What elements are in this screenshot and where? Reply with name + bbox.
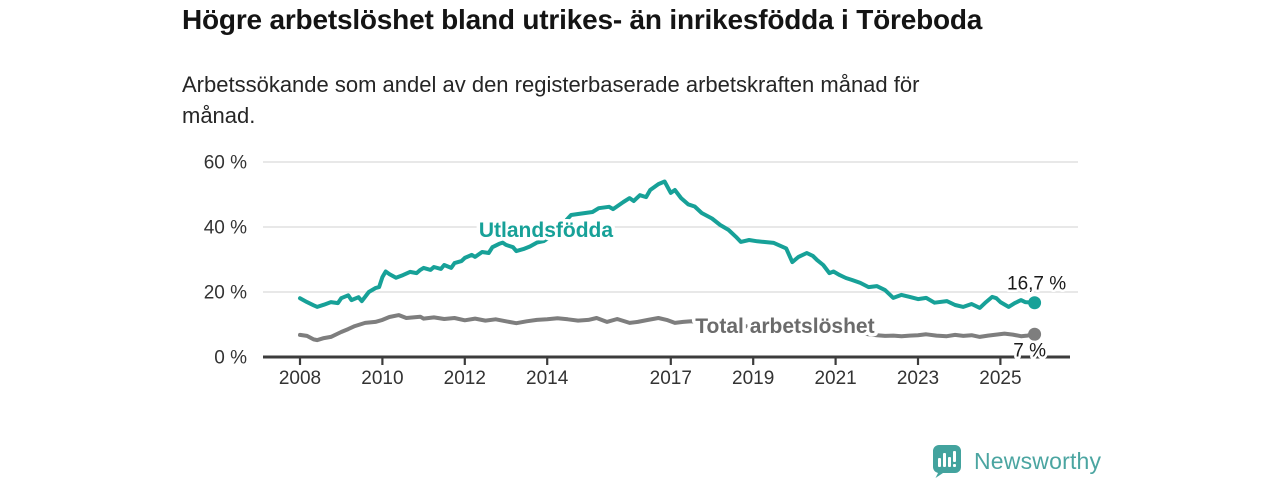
bar-chart-speech-bubble-icon xyxy=(933,445,961,478)
y-axis-tick-label: 20 % xyxy=(204,283,247,304)
y-axis-tick-label: 60 % xyxy=(204,153,247,174)
x-axis-tick-label: 2019 xyxy=(732,368,774,389)
x-axis-tick-label: 2012 xyxy=(444,368,486,389)
brand-logo-text: Newsworthy xyxy=(974,448,1102,474)
x-axis-tick-label: 2023 xyxy=(897,368,939,389)
series-end-dot xyxy=(1028,296,1042,310)
x-axis-tick-label: 2025 xyxy=(979,368,1021,389)
series-end-value-label: 7 % xyxy=(1013,340,1046,361)
page-title: Högre arbetslöshet bland utrikes- än inr… xyxy=(182,4,983,35)
x-axis-tick-label: 2010 xyxy=(361,368,403,389)
series-inline-label: Total arbetslöshet xyxy=(695,315,874,338)
x-axis-tick-label: 2021 xyxy=(814,368,856,389)
y-axis-tick-label: 0 % xyxy=(214,348,247,369)
series-end-dot xyxy=(1028,327,1042,341)
series-line-utlandsfodda xyxy=(298,179,1037,310)
x-axis-tick-label: 2017 xyxy=(650,368,692,389)
x-axis-tick-label: 2008 xyxy=(279,368,321,389)
series-line-total xyxy=(298,313,1037,343)
y-axis-tick-label: 40 % xyxy=(204,218,247,239)
brand-logo: Newsworthy xyxy=(933,445,1101,478)
x-axis-tick-label: 2014 xyxy=(526,368,569,389)
series-inline-label: Utlandsfödda xyxy=(479,219,613,242)
series-end-value-label: 16,7 % xyxy=(1007,274,1066,295)
chart-subtitle: Arbetssökande som andel av den registerb… xyxy=(182,72,920,128)
